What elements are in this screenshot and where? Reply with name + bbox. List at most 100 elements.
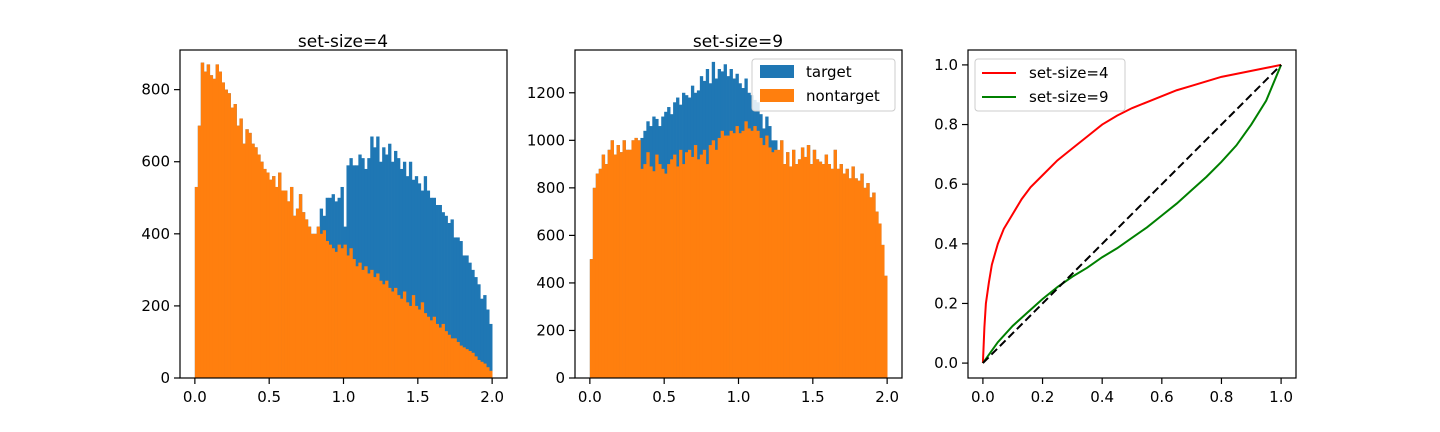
bar-series-1-bin-33 bbox=[292, 215, 297, 378]
bar-series-0-bin-61 bbox=[376, 136, 380, 378]
bar-series-1-bin-4 bbox=[601, 154, 606, 378]
bar-series-1-bin-64 bbox=[385, 280, 389, 378]
bar-series-1-bin-55 bbox=[753, 126, 757, 378]
bar-series-1-bin-52 bbox=[744, 121, 748, 379]
bar-series-1-bin-62 bbox=[774, 149, 778, 378]
bar-series-1-bin-7 bbox=[215, 64, 219, 379]
bar-series-1-bin-74 bbox=[809, 164, 814, 378]
bar-series-1-bin-26 bbox=[667, 164, 671, 378]
x-tick-label: 1.0 bbox=[1269, 388, 1293, 406]
bar-series-0-bin-72 bbox=[408, 161, 413, 378]
bar-series-1-bin-54 bbox=[355, 266, 359, 378]
bar-series-1-bin-50 bbox=[738, 133, 742, 378]
x-tick-label: 0.8 bbox=[1210, 388, 1234, 406]
bar-series-1-bin-40 bbox=[313, 233, 318, 378]
bar-series-0-bin-87 bbox=[453, 237, 457, 378]
bar-series-0-bin-93 bbox=[471, 269, 475, 378]
curves bbox=[981, 63, 1283, 364]
bar-series-1-bin-7 bbox=[610, 140, 614, 378]
bar-series-1-bin-52 bbox=[349, 248, 353, 378]
bar-series-1-bin-87 bbox=[848, 178, 852, 378]
bar-series-1-bin-76 bbox=[815, 159, 820, 378]
bar-series-1-bin-30 bbox=[284, 190, 288, 378]
bar-series-1-bin-49 bbox=[735, 126, 739, 378]
bar-series-0-bin-70 bbox=[402, 161, 407, 378]
bar-series-1-bin-32 bbox=[684, 152, 689, 378]
bar-series-1-bin-82 bbox=[438, 327, 442, 378]
x-tick-label: 0.0 bbox=[578, 388, 602, 406]
bar-series-1-bin-30 bbox=[679, 149, 683, 378]
bar-series-1-bin-69 bbox=[794, 164, 799, 378]
bar-series-1-bin-36 bbox=[301, 212, 306, 378]
bar-series-1-bin-97 bbox=[878, 223, 882, 378]
bar-series-0-bin-58 bbox=[367, 158, 371, 378]
bar-series-1-bin-16 bbox=[637, 140, 641, 378]
bar-series-1-bin-66 bbox=[786, 152, 790, 378]
bar-series-0-bin-59 bbox=[370, 136, 374, 378]
bar-series-1-bin-92 bbox=[863, 187, 867, 378]
bar-series-0-bin-99 bbox=[489, 323, 493, 378]
bar-series-0-bin-83 bbox=[441, 212, 445, 378]
bar-series-1-bin-29 bbox=[676, 166, 680, 378]
bar-series-1-bin-14 bbox=[631, 140, 635, 378]
bar-series-1-bin-40 bbox=[708, 145, 713, 378]
bar-series-1-bin-21 bbox=[257, 154, 261, 378]
bar-series-0-bin-63 bbox=[382, 147, 386, 378]
bar-series-1-bin-13 bbox=[628, 149, 632, 378]
bar-series-1-bin-10 bbox=[619, 152, 623, 378]
bar-series-1-bin-25 bbox=[664, 173, 668, 378]
y-tick-label: 0.6 bbox=[934, 175, 958, 193]
bar-series-1-bin-29 bbox=[281, 190, 285, 378]
bar-series-1-bin-87 bbox=[453, 338, 457, 378]
bar-series-0-bin-62 bbox=[379, 161, 383, 378]
bar-series-1-bin-86 bbox=[845, 168, 849, 378]
curve-diagonal bbox=[982, 64, 1282, 364]
bar-series-1-bin-24 bbox=[661, 168, 665, 378]
bar-series-1-bin-57 bbox=[364, 266, 368, 378]
y-tick-label: 0.8 bbox=[934, 116, 958, 134]
bar-series-0-bin-73 bbox=[411, 179, 416, 378]
bar-series-1-bin-77 bbox=[818, 161, 823, 378]
bar-series-1-bin-63 bbox=[382, 284, 386, 378]
bar-series-0-bin-79 bbox=[429, 197, 434, 378]
bar-series-0-bin-60 bbox=[373, 147, 377, 378]
bar-series-1-bin-78 bbox=[426, 316, 431, 378]
bar-series-1-bin-21 bbox=[652, 171, 656, 378]
bar-series-1-bin-16 bbox=[242, 143, 246, 378]
bar-series-0-bin-56 bbox=[361, 158, 365, 378]
y-tick-label: 0.2 bbox=[934, 294, 958, 312]
bar-series-1-bin-4 bbox=[206, 64, 211, 379]
bar-series-1-bin-19 bbox=[251, 143, 255, 378]
bar-series-1-bin-5 bbox=[209, 75, 214, 378]
bar-series-1-bin-20 bbox=[649, 166, 653, 378]
bar-series-0-bin-92 bbox=[468, 262, 472, 378]
bar-series-1-bin-2 bbox=[200, 62, 205, 379]
bar-series-1-bin-36 bbox=[696, 159, 701, 378]
bar-series-0-bin-94 bbox=[474, 277, 478, 378]
bar-series-0-bin-84 bbox=[444, 215, 448, 378]
y-tick-label: 200 bbox=[141, 297, 170, 315]
bar-series-1-bin-91 bbox=[860, 173, 864, 378]
bar-series-1-bin-15 bbox=[239, 118, 243, 378]
panel-title: set-size=4 bbox=[298, 32, 388, 52]
bar-series-1-bin-44 bbox=[325, 241, 329, 378]
bar-series-1-bin-53 bbox=[352, 259, 356, 378]
bar-series-0-bin-78 bbox=[426, 190, 431, 378]
x-tick-label: 0.0 bbox=[971, 388, 995, 406]
bar-series-1-bin-17 bbox=[245, 129, 249, 378]
bar-series-1-bin-38 bbox=[307, 226, 312, 378]
x-tick-label: 0.2 bbox=[1031, 388, 1055, 406]
bar-series-1-bin-61 bbox=[376, 273, 380, 378]
bar-series-1-bin-65 bbox=[783, 164, 787, 378]
bar-series-1-bin-94 bbox=[474, 356, 478, 378]
bar-series-1-bin-44 bbox=[720, 130, 724, 378]
bar-series-1-bin-8 bbox=[218, 71, 222, 378]
bar-series-1-bin-45 bbox=[723, 135, 727, 378]
bar-series-0-bin-81 bbox=[435, 204, 439, 378]
bar-series-0-bin-66 bbox=[391, 161, 395, 378]
bar-series-1-bin-46 bbox=[726, 135, 730, 378]
x-tick-label: 0.5 bbox=[652, 388, 676, 406]
ticks: 0.0 0.2 0.4 0.6 0.8 1.0 0.0 0.2 0.4 0.6 0.8 1.0 bbox=[934, 56, 1293, 406]
bar-series-0-bin-80 bbox=[432, 197, 436, 378]
x-tick-label: 0.0 bbox=[183, 388, 207, 406]
